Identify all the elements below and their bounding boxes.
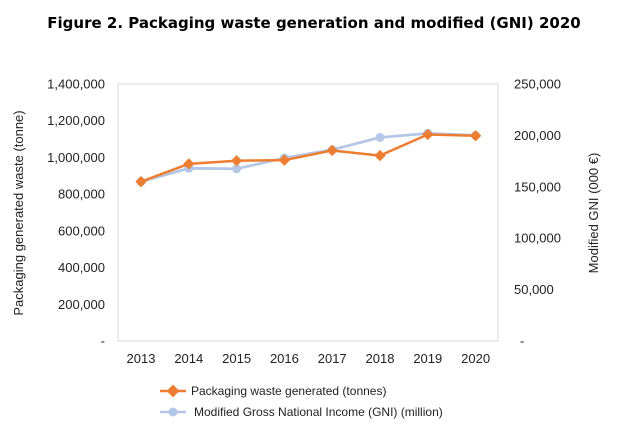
- data-point: [326, 144, 338, 157]
- legend-item-gni: Modified Gross National Income (GNI) (mi…: [160, 405, 443, 419]
- legend: Packaging waste generated (tonnes) Modif…: [160, 384, 443, 419]
- right-tick-label: 200,000: [514, 128, 561, 143]
- x-tick-label: 2014: [174, 351, 203, 366]
- x-tick-label: 2020: [461, 351, 490, 366]
- data-point: [374, 149, 386, 162]
- plot-area: [117, 83, 499, 342]
- legend-item-packaging: Packaging waste generated (tonnes): [160, 384, 386, 398]
- left-tick-label: 400,000: [58, 260, 105, 275]
- series-line: [140, 133, 476, 183]
- right-tick-label: 50,000: [514, 282, 554, 297]
- x-tick-label: 2015: [222, 351, 251, 366]
- legend-label-packaging: Packaging waste generated (tonnes): [191, 384, 386, 398]
- series-line: [140, 131, 476, 184]
- x-tick-label: 2013: [127, 351, 156, 366]
- legend-label-gni: Modified Gross National Income (GNI) (mi…: [194, 405, 443, 419]
- x-axis-ticks: 2013 2014 2015 2016 2017 2018 2019 2020: [127, 351, 491, 366]
- right-axis-ticks: - 50,000 100,000 150,000 200,000 250,000: [514, 77, 561, 349]
- left-tick-label: 1,200,000: [47, 113, 105, 128]
- right-tick-label: 250,000: [514, 77, 561, 92]
- series-packaging: [135, 128, 482, 188]
- data-point: [230, 155, 243, 167]
- legend-swatch-gni-marker: [168, 407, 178, 417]
- x-tick-label: 2016: [270, 351, 299, 366]
- left-tick-label: 1,000,000: [47, 150, 105, 165]
- left-tick-label: 600,000: [58, 223, 105, 238]
- data-point: [135, 176, 147, 188]
- right-axis-label: Modified GNI (000 €): [586, 153, 601, 274]
- x-tick-label: 2018: [366, 351, 395, 366]
- x-tick-label: 2017: [318, 351, 347, 366]
- legend-swatch-packaging-marker: [166, 384, 180, 398]
- data-point: [232, 164, 242, 174]
- left-axis-ticks: - 200,000 400,000 600,000 800,000 1,000,000 1,…: [47, 77, 105, 349]
- data-point: [183, 158, 195, 170]
- data-point: [278, 154, 291, 166]
- right-tick-label: 100,000: [514, 231, 561, 246]
- left-tick-label: 200,000: [58, 297, 105, 312]
- data-point: [422, 128, 434, 141]
- chart-title: Figure 2. Packaging waste generation and…: [47, 14, 580, 32]
- left-tick-label: -: [101, 334, 105, 349]
- left-axis-label: Packaging generated waste (tonne): [11, 110, 26, 315]
- left-tick-label: 1,400,000: [47, 77, 105, 92]
- series-layer: [135, 128, 482, 188]
- right-tick-label: 150,000: [514, 179, 561, 194]
- data-point: [375, 132, 385, 142]
- x-tick-label: 2019: [413, 351, 442, 366]
- left-tick-label: 800,000: [58, 187, 105, 202]
- right-tick-label: -: [520, 334, 524, 349]
- data-point: [469, 130, 482, 142]
